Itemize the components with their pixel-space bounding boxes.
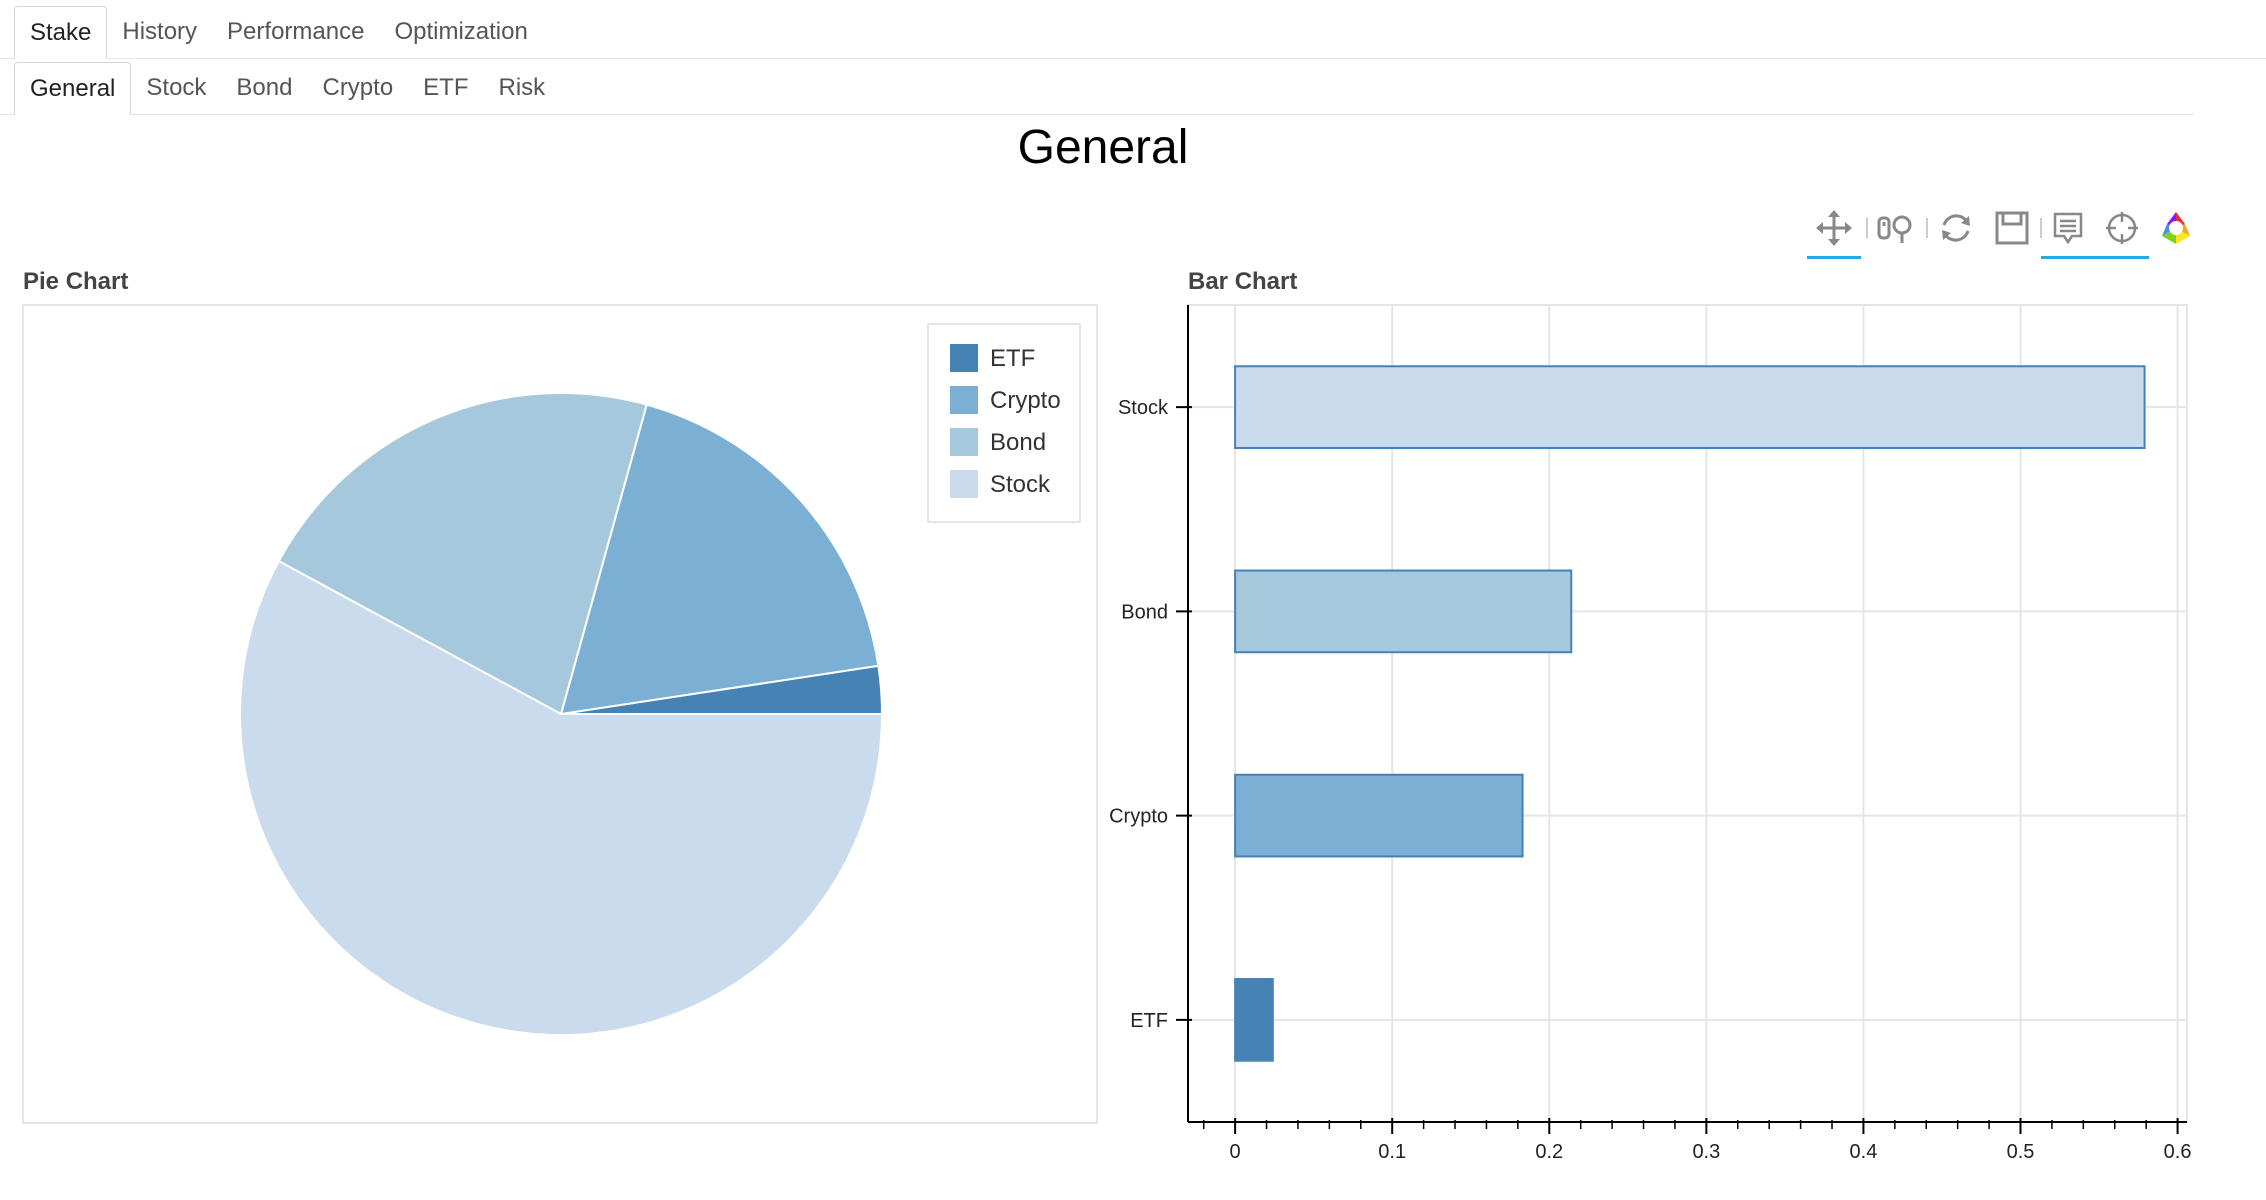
main-tab-bar: Stake History Performance Optimization bbox=[0, 0, 2266, 59]
toolbar-divider bbox=[1866, 218, 1868, 238]
wheel-zoom-icon[interactable] bbox=[1874, 206, 1918, 250]
x-tick-label: 0.4 bbox=[1850, 1141, 1878, 1160]
legend-label-stock: Stock bbox=[990, 471, 1051, 498]
tab-history[interactable]: History bbox=[122, 18, 198, 45]
y-tick-label-bond: Bond bbox=[1121, 601, 1168, 623]
page-title: General bbox=[1017, 121, 1189, 174]
toolbar-divider bbox=[2040, 218, 2042, 238]
x-tick-label: 0 bbox=[1230, 1141, 1241, 1160]
pie-chart-title: Pie Chart bbox=[23, 268, 129, 295]
tab-risk[interactable]: Risk bbox=[498, 74, 546, 101]
pie-chart: ETF Crypto Bond Stock bbox=[239, 323, 1081, 1036]
tab-bond[interactable]: Bond bbox=[236, 74, 293, 101]
tab-etf[interactable]: ETF bbox=[423, 74, 469, 101]
legend-swatch-crypto bbox=[950, 386, 978, 414]
tab-optimization[interactable]: Optimization bbox=[394, 18, 528, 45]
tab-stock[interactable]: Stock bbox=[146, 74, 207, 101]
y-tick-label-stock: Stock bbox=[1118, 397, 1169, 419]
save-icon[interactable] bbox=[1990, 206, 2034, 250]
pie-slice-bond bbox=[277, 392, 648, 716]
pan-icon[interactable] bbox=[1807, 206, 1861, 259]
crosshair-icon[interactable] bbox=[2095, 206, 2149, 259]
pie-legend: ETF Crypto Bond Stock bbox=[927, 323, 1081, 523]
bar-chart: ETF Crypto Bond Stock 0 0.1 0.2 0.3 0.4 0.5 0.6 bbox=[1109, 304, 2192, 1160]
legend-label-crypto: Crypto bbox=[990, 387, 1061, 414]
tab-general[interactable]: General bbox=[14, 62, 132, 115]
x-tick-label: 0.5 bbox=[2007, 1141, 2035, 1160]
pie-chart-frame: ETF Crypto Bond Stock bbox=[22, 304, 1098, 1124]
legend-label-etf: ETF bbox=[990, 345, 1035, 372]
sub-tab-bar: General Stock Bond Crypto ETF Risk bbox=[0, 56, 2194, 115]
legend-swatch-bond bbox=[950, 428, 978, 456]
tab-performance[interactable]: Performance bbox=[227, 18, 365, 45]
legend-swatch-stock bbox=[950, 470, 978, 498]
y-tick-label-crypto: Crypto bbox=[1109, 806, 1168, 828]
hover-icon[interactable] bbox=[2041, 206, 2095, 259]
y-tick-label-etf: ETF bbox=[1130, 1010, 1168, 1032]
reset-icon[interactable] bbox=[1934, 206, 1978, 250]
tab-stake[interactable]: Stake bbox=[14, 6, 108, 59]
tab-crypto[interactable]: Crypto bbox=[322, 74, 394, 101]
bokeh-logo-icon[interactable] bbox=[2154, 206, 2198, 250]
legend-label-bond: Bond bbox=[990, 429, 1046, 456]
x-tick-label: 0.2 bbox=[1535, 1141, 1563, 1160]
toolbar-divider bbox=[1926, 218, 1928, 238]
x-tick-label: 0.3 bbox=[1692, 1141, 1720, 1160]
pie-slice-stock bbox=[239, 559, 884, 1036]
bar-bond bbox=[1234, 569, 1573, 654]
x-tick-label: 0.6 bbox=[2164, 1141, 2192, 1160]
bar-etf bbox=[1234, 978, 1274, 1062]
legend-swatch-etf bbox=[950, 344, 978, 372]
pie-slice-crypto bbox=[559, 403, 880, 716]
bar-chart-title: Bar Chart bbox=[1188, 268, 1298, 295]
bar-crypto bbox=[1234, 773, 1524, 858]
x-tick-label: 0.1 bbox=[1378, 1141, 1406, 1160]
bar-stock bbox=[1234, 365, 2146, 449]
